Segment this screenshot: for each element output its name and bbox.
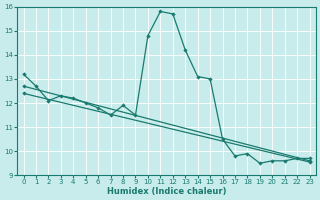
X-axis label: Humidex (Indice chaleur): Humidex (Indice chaleur) xyxy=(107,187,226,196)
